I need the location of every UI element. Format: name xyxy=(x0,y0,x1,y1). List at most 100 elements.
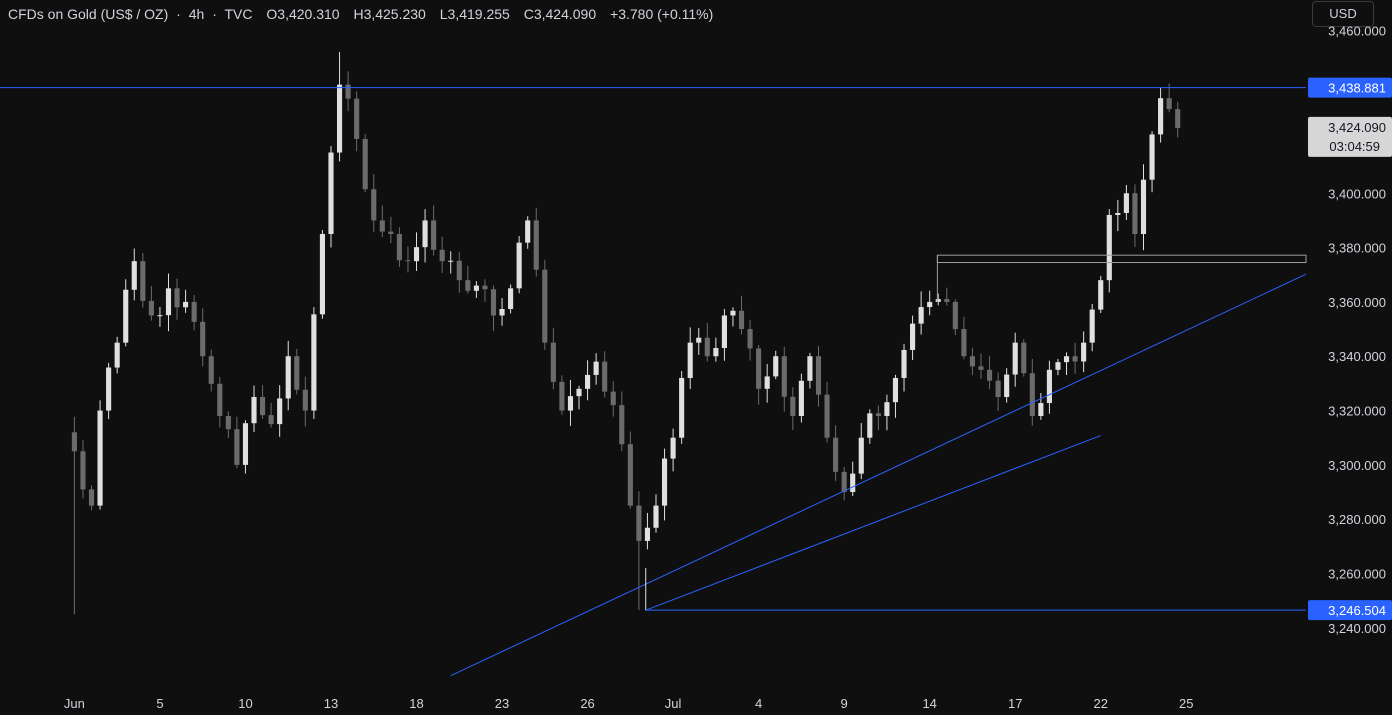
time-axis-label: 17 xyxy=(1008,696,1022,711)
time-axis-label: 14 xyxy=(922,696,936,711)
candle-body xyxy=(781,356,787,397)
candle-body xyxy=(157,315,163,317)
separator-dot: · xyxy=(176,6,181,22)
candle-body xyxy=(97,410,103,506)
candle-body xyxy=(619,405,625,445)
candle-body xyxy=(525,220,531,243)
lower-trendline[interactable] xyxy=(645,435,1101,611)
candle xyxy=(396,227,402,267)
candle-body xyxy=(790,396,796,416)
candle xyxy=(875,405,881,431)
candle-body xyxy=(653,505,659,528)
candle-body xyxy=(1132,193,1138,235)
candle-body xyxy=(798,380,804,416)
candle xyxy=(661,448,668,521)
close-value: C3,424.090 xyxy=(523,6,597,22)
candle xyxy=(200,308,206,367)
candle xyxy=(559,375,565,415)
candle-body xyxy=(559,381,565,411)
time-axis-label: 26 xyxy=(580,696,594,711)
candle-body xyxy=(986,369,993,381)
resistance-price-tag-text: 3,438.881 xyxy=(1328,81,1386,96)
candle-body xyxy=(174,288,180,308)
candle-body xyxy=(285,356,291,399)
candle xyxy=(918,291,924,335)
chart-header: CFDs on Gold (US$ / OZ) · 4h · TVC O3,42… xyxy=(8,4,717,24)
candle xyxy=(892,374,899,418)
candle-body xyxy=(225,415,231,430)
candle xyxy=(670,428,676,472)
candle-body xyxy=(730,310,736,316)
candle-body xyxy=(644,527,651,541)
upper-trendline[interactable] xyxy=(450,273,1307,677)
high-value: H3,425.230 xyxy=(353,6,426,22)
candle xyxy=(191,295,197,331)
candle xyxy=(1055,358,1061,376)
candle-body xyxy=(1072,356,1078,362)
candles-layer xyxy=(71,52,1181,615)
candle xyxy=(525,216,531,249)
candle-body xyxy=(456,260,462,281)
candle-body xyxy=(969,356,976,367)
candle xyxy=(995,372,1001,411)
candle-body xyxy=(165,288,172,316)
candle-body xyxy=(1081,342,1087,362)
time-axis[interactable]: Jun 5 10 13 18 23 26 Jul 4 9 14 17 22 25 xyxy=(64,696,1194,711)
candle xyxy=(542,259,548,350)
candle xyxy=(815,346,822,407)
candle-body xyxy=(345,84,351,99)
candle xyxy=(183,289,189,313)
symbol-name[interactable]: CFDs on Gold (US$ / OZ) xyxy=(8,6,169,22)
candle xyxy=(388,216,394,244)
interval-label[interactable]: 4h xyxy=(188,6,205,22)
time-axis-label: 4 xyxy=(755,696,762,711)
candle-body xyxy=(1123,193,1129,213)
candle-body xyxy=(593,361,599,375)
candle xyxy=(910,315,916,360)
candle-body xyxy=(773,356,779,377)
candle xyxy=(465,265,471,294)
currency-button[interactable]: USD xyxy=(1312,1,1374,27)
candle xyxy=(576,385,582,410)
price-axis-label: 3,360.000 xyxy=(1328,295,1386,310)
candle xyxy=(696,327,702,355)
candle-body xyxy=(978,366,984,370)
candle xyxy=(371,174,377,233)
candle-body xyxy=(670,437,676,459)
candle-body xyxy=(260,396,266,416)
candle-body xyxy=(841,471,847,493)
candle xyxy=(1072,342,1078,374)
candle xyxy=(1004,368,1010,403)
price-axis-label: 3,260.000 xyxy=(1328,567,1386,582)
candle xyxy=(679,371,685,444)
candle-body xyxy=(747,329,753,349)
candle-body xyxy=(131,261,137,290)
candle xyxy=(721,309,727,361)
candle-body xyxy=(251,396,257,424)
candle xyxy=(328,146,334,248)
candle xyxy=(747,319,753,361)
candle-body xyxy=(114,342,120,368)
candle-body xyxy=(952,301,958,330)
candle-body xyxy=(867,413,873,438)
price-axis-label: 3,340.000 xyxy=(1328,349,1386,364)
candle xyxy=(944,287,950,306)
candle xyxy=(242,420,249,474)
resistance-zone-box[interactable] xyxy=(936,254,1307,264)
candle xyxy=(1012,332,1018,387)
candle-body xyxy=(200,321,206,357)
candle xyxy=(636,491,642,611)
candle-body xyxy=(319,234,326,315)
price-axis[interactable]: 3,460.0003,440.0003,420.0003,400.0003,38… xyxy=(1328,23,1386,636)
candle-body xyxy=(208,356,214,384)
candle-body xyxy=(431,220,437,250)
candle xyxy=(550,327,556,390)
candle-body xyxy=(533,220,539,270)
candle xyxy=(1132,184,1138,248)
price-axis-label: 3,280.000 xyxy=(1328,512,1386,527)
candle-body xyxy=(627,444,633,506)
candle-body xyxy=(815,356,822,395)
candle xyxy=(157,306,163,327)
candle-body xyxy=(858,437,864,474)
